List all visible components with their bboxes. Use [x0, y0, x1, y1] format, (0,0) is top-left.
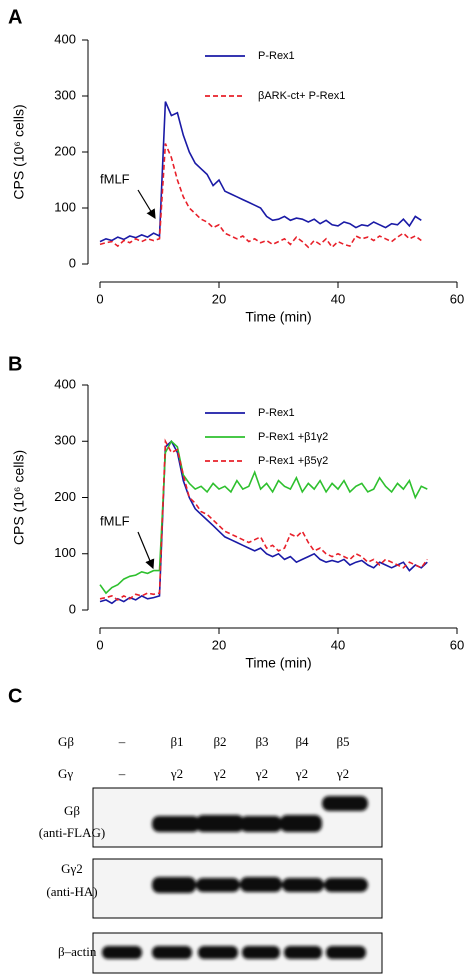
y-tick-label: 200 [54, 143, 76, 158]
band [240, 816, 282, 832]
data-line [99, 440, 428, 605]
band [242, 946, 280, 959]
annotation-arrow [137, 531, 155, 570]
panel-label: C [8, 685, 22, 707]
x-axis-label: Time (min) [245, 655, 311, 671]
blot-label: β–actin [58, 944, 97, 959]
y-tick-label: 100 [54, 199, 76, 214]
lane-label: β3 [255, 734, 268, 749]
x-tick-label: 40 [331, 291, 345, 306]
band [324, 878, 368, 892]
x-tick-label: 0 [96, 637, 103, 652]
blot-label: (anti-FLAG) [39, 825, 105, 840]
lane-label: γ2 [295, 766, 308, 781]
x-tick-label: 40 [331, 637, 345, 652]
y-tick-label: 0 [69, 255, 76, 270]
lane-label: γ2 [255, 766, 268, 781]
data-line [99, 101, 422, 243]
y-tick-label: 400 [54, 31, 76, 46]
data-line [99, 438, 428, 601]
lane-label: γ2 [213, 766, 226, 781]
y-tick-label: 200 [54, 489, 76, 504]
panel-label: A [8, 6, 22, 28]
band [196, 815, 244, 832]
lane-label: β2 [213, 734, 226, 749]
band [280, 815, 322, 832]
blot-images [92, 787, 383, 974]
legend-label: P-Rex1 [258, 407, 295, 419]
x-axis-label: Time (min) [245, 309, 311, 325]
y-tick-label: 0 [69, 601, 76, 616]
band [284, 946, 322, 959]
legend-label: P-Rex1 [258, 50, 295, 62]
annotation: fMLF [100, 171, 130, 186]
y-tick-label: 300 [54, 87, 76, 102]
band [196, 878, 240, 892]
data-line [99, 143, 422, 249]
legend-label: βARK-ct+ P-Rex1 [258, 90, 345, 102]
band [326, 946, 366, 959]
y-axis-label: CPS (10⁶ cells) [11, 104, 27, 199]
band [152, 816, 200, 832]
lane-label: β5 [336, 734, 349, 749]
x-tick-label: 20 [212, 291, 226, 306]
lane-label: γ2 [336, 766, 349, 781]
annotation-arrow [137, 189, 156, 220]
y-tick-label: 400 [54, 376, 76, 391]
lane-label: β1 [170, 734, 183, 749]
band [322, 796, 368, 811]
x-tick-label: 20 [212, 637, 226, 652]
y-tick-label: 100 [54, 545, 76, 560]
band [152, 877, 196, 893]
panel-label: B [8, 353, 22, 375]
band [282, 878, 324, 892]
legend-label: P-Rex1 +β5γ2 [258, 455, 328, 467]
y-tick-label: 300 [54, 433, 76, 448]
y-axis-label: CPS (10⁶ cells) [11, 450, 27, 545]
x-tick-label: 0 [96, 291, 103, 306]
lane-label: – [118, 766, 126, 781]
blot-label: Gγ2 [61, 861, 83, 876]
lane-label: γ2 [170, 766, 183, 781]
band [240, 877, 282, 892]
band [152, 946, 192, 959]
blot-label: (anti-HA) [46, 884, 97, 899]
row-header: Gγ [58, 766, 73, 781]
annotation: fMLF [100, 513, 130, 528]
lane-label: β4 [295, 734, 309, 749]
row-header: Gβ [58, 734, 74, 749]
band [198, 946, 238, 959]
blot-label: Gβ [64, 803, 80, 818]
band [102, 946, 142, 959]
lane-label: – [118, 734, 126, 749]
legend-label: P-Rex1 +β1γ2 [258, 431, 328, 443]
x-tick-label: 60 [450, 291, 464, 306]
x-tick-label: 60 [450, 637, 464, 652]
data-line [99, 440, 428, 595]
